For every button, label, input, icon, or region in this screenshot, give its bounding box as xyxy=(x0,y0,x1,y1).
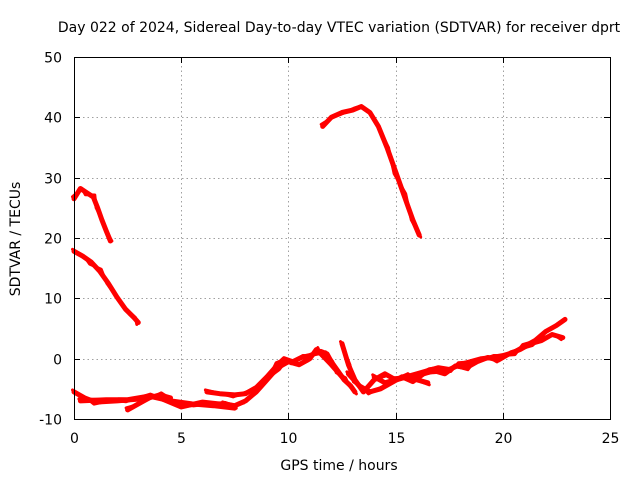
y-axis-title: SDTVAR / TECUs xyxy=(8,182,24,297)
series-jitter-arc-1 xyxy=(71,187,114,243)
series-layer xyxy=(71,104,568,413)
y-tick-label: -10 xyxy=(39,413,62,429)
chart-title: Day 022 of 2024, Sidereal Day-to-day VTE… xyxy=(58,20,621,36)
series-jitter-arc-3 xyxy=(319,105,423,239)
x-tick-label: 20 xyxy=(495,431,513,447)
series-jitter-arc-11 xyxy=(371,372,431,387)
y-tick-label: 50 xyxy=(44,51,62,67)
y-tick-label: 20 xyxy=(44,232,62,248)
series-jitter-arc-10 xyxy=(345,333,563,396)
series-jitter-arc-8 xyxy=(221,346,342,408)
x-tick-label: 10 xyxy=(280,431,298,447)
y-tick-label: 30 xyxy=(44,172,62,188)
tick-layer: 0 5 10 15 20 25 -10 0 10 20 30 40 50 xyxy=(39,51,619,448)
x-tick-label: 5 xyxy=(177,431,186,447)
x-tick-label: 0 xyxy=(70,431,79,447)
y-tick-label: 0 xyxy=(53,353,62,369)
x-axis-title: GPS time / hours xyxy=(280,458,397,474)
x-tick-label: 25 xyxy=(602,431,620,447)
y-tick-label: 40 xyxy=(44,111,62,127)
y-tick-label: 10 xyxy=(44,292,62,308)
series-jitter-arc-2 xyxy=(71,247,139,326)
x-tick-label: 15 xyxy=(388,431,406,447)
series-jitter-arc-6 xyxy=(124,391,171,410)
